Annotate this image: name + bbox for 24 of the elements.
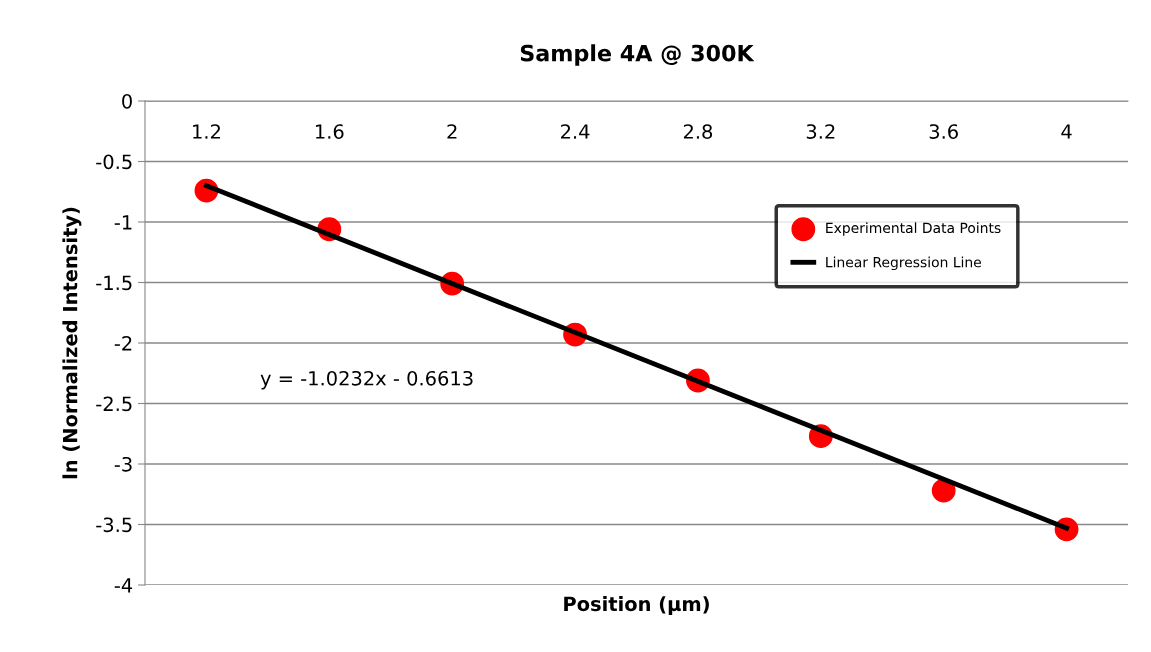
y-tick-label: -4	[114, 578, 133, 593]
annotation: y = -1.0232x - 0.6613	[260, 370, 473, 390]
point	[931, 478, 956, 503]
x-tick-label: 1.6	[315, 124, 344, 139]
y-tick-label: -1.5	[96, 275, 132, 291]
y-tick-label: -3.5	[96, 517, 132, 533]
y-tick-label: -1	[114, 215, 132, 230]
x-tick-label: 3.6	[929, 124, 958, 139]
x-tick-label: 2	[447, 124, 457, 139]
y-tick-label: -2	[114, 335, 132, 351]
x-tick-label: 2.4	[561, 124, 590, 139]
legend-label: Experimental Data Points	[826, 222, 1001, 236]
y-axis-title: ln (Normalized Intensity)	[62, 207, 82, 479]
x-tick-label: 4	[1061, 124, 1072, 139]
y-tick-label: -2.5	[96, 396, 132, 412]
chart-title: Sample 4A @ 300K	[520, 44, 755, 66]
legend-label: Linear Regression Line	[826, 256, 982, 271]
x-tick-label: 2.8	[683, 124, 713, 139]
y-tick-label: -3	[114, 456, 132, 472]
x-axis-title: Position (µm)	[564, 596, 709, 615]
x-tick-label: 3.2	[806, 124, 835, 139]
y-tick-label: 0	[122, 93, 132, 109]
x-tick-label: 1.2	[193, 124, 220, 139]
y-tick-label: -0.5	[96, 154, 132, 170]
